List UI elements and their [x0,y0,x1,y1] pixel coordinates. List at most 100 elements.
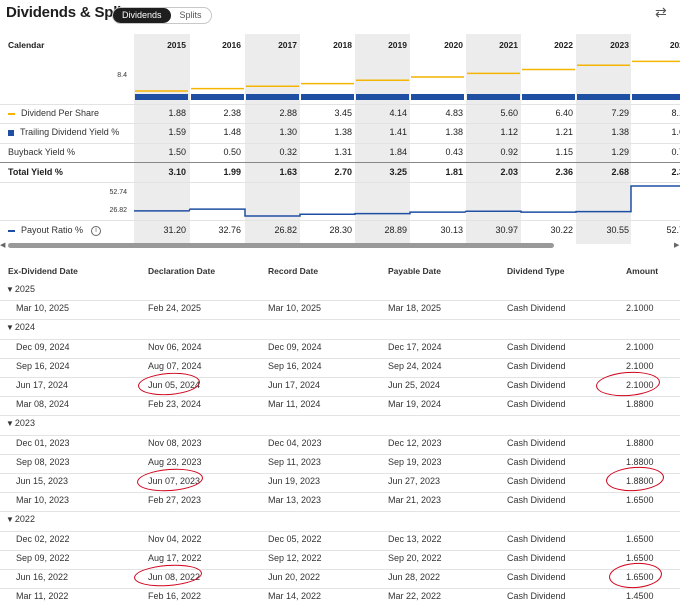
table-cell: Jun 20, 2022 [268,572,321,582]
year-group-toggle[interactable]: ▼2025 [6,284,35,294]
yield-bar [577,94,630,100]
page-title: Dividends & Splits [6,4,135,21]
row-value-buyback: 0.43 [445,147,463,157]
divider [0,143,680,144]
swap-arrows-icon[interactable]: ⇄ [655,4,667,20]
table-cell: Sep 08, 2023 [16,456,70,467]
row-value-payout: 31.20 [163,225,186,235]
table-cell: 1.4500 [626,591,654,602]
table-cell: Mar 11, 2022 [16,591,69,602]
table-cell: Mar 21, 2023 [388,495,442,506]
row-value-yield: 1.38 [611,127,629,137]
table-cell: Feb 24, 2025 [148,303,202,314]
table-cell: 1.6500 [626,572,654,582]
column-shade-2017 [245,34,300,244]
row-value-dps: 1.88 [168,108,186,118]
horizontal-scrollbar[interactable] [8,243,554,248]
column-shade-2019 [355,34,410,244]
annotation-circle [608,561,663,590]
table-cell: Dec 09, 2024 [268,341,322,352]
year-header: 2022 [554,40,573,50]
row-value-total: 1.81 [445,167,463,177]
table-header: Declaration Date [148,266,216,276]
table-cell: Dec 13, 2022 [388,533,442,544]
table-cell: Sep 19, 2023 [388,456,442,467]
year-header: 2023 [610,40,629,50]
table-cell: Dec 12, 2023 [388,437,442,448]
yield-bar [522,94,575,100]
row-value-payout: 30.22 [550,225,573,235]
table-cell: Nov 08, 2023 [148,437,202,448]
table-cell: Cash Dividend [507,456,566,467]
payout-line [134,185,680,217]
row-divider [0,319,680,321]
table-cell: Dec 17, 2024 [388,341,442,352]
year-group-label: 2022 [14,514,35,525]
table-cell: 2.1000 [626,380,654,390]
table-cell: Mar 10, 2025 [268,303,322,314]
table-cell: Dec 01, 2023 [16,437,70,448]
annotation-circle [605,465,665,493]
row-label-payout: Payout Ratio % i [8,225,102,236]
row-value-buyback: 0.92 [500,147,518,157]
scroll-left-icon[interactable]: ◀ [0,242,6,249]
row-label-dps: Dividend Per Share [8,108,99,118]
table-cell: Jun 25, 2024 [388,380,441,390]
row-value-yield: 1.6 [671,127,680,137]
table-cell: Cash Dividend [507,533,566,544]
annotation-circle [136,466,204,494]
yield-bar [301,94,354,100]
tab-dividends[interactable]: Dividends [113,8,171,23]
calendar-label: Calendar [8,40,45,50]
year-group-label: 2025 [14,284,35,294]
year-group-toggle[interactable]: ▼2024 [6,322,35,332]
scroll-right-icon[interactable]: ▶ [674,242,680,249]
yield-bar [467,94,520,100]
divider [0,220,680,221]
row-value-total: 2.36 [555,167,573,177]
info-icon[interactable]: i [91,225,102,236]
row-value-yield: 1.21 [555,127,573,137]
yield-bar [356,94,409,100]
table-header: Record Date [268,266,319,276]
y-tick-label: 8.4 [117,72,127,79]
dps-legend-swatch [8,112,15,115]
table-cell: 2.1000 [626,360,654,371]
yield-legend-swatch [8,129,14,136]
row-value-dps: 7.29 [611,108,629,118]
row-value-payout: 28.89 [384,225,407,235]
year-group-toggle[interactable]: ▼2023 [6,418,35,428]
year-header: 2021 [499,40,518,50]
yield-bar [632,94,680,100]
table-cell: Feb 16, 2022 [148,591,202,602]
row-value-yield: 1.12 [500,127,518,137]
table-cell: Sep 24, 2024 [388,360,442,371]
table-cell: Cash Dividend [507,552,566,563]
row-value-buyback: 0.32 [279,147,297,157]
table-cell: Cash Dividend [507,437,566,448]
table-cell: Cash Dividend [507,380,566,390]
row-value-dps: 3.45 [334,108,352,118]
table-cell: Sep 16, 2024 [268,360,322,371]
caret-down-icon: ▼ [6,323,14,333]
table-cell: 1.8800 [626,456,654,467]
table-cell: 1.6500 [626,552,654,563]
year-header: 2020 [444,40,463,50]
row-value-yield: 1.41 [389,127,407,137]
table-cell: 2.1000 [626,341,654,352]
row-value-yield: 1.59 [168,127,186,137]
caret-down-icon: ▼ [6,419,14,429]
table-cell: Mar 08, 2024 [16,399,70,410]
row-value-payout: 52.7 [666,225,680,235]
table-header: Amount [626,266,659,276]
table-cell: Aug 17, 2022 [148,552,202,563]
yield-bar [246,94,299,100]
tab-splits[interactable]: Splits [179,10,202,20]
table-cell: Jun 27, 2023 [388,476,441,486]
row-value-payout: 30.13 [440,225,463,235]
row-value-dps: 4.83 [445,108,463,118]
row-value-total: 1.99 [223,167,241,177]
table-cell: Dec 05, 2022 [268,533,322,544]
year-group-toggle[interactable]: ▼2022 [6,514,35,524]
table-cell: Dec 02, 2022 [16,533,70,544]
